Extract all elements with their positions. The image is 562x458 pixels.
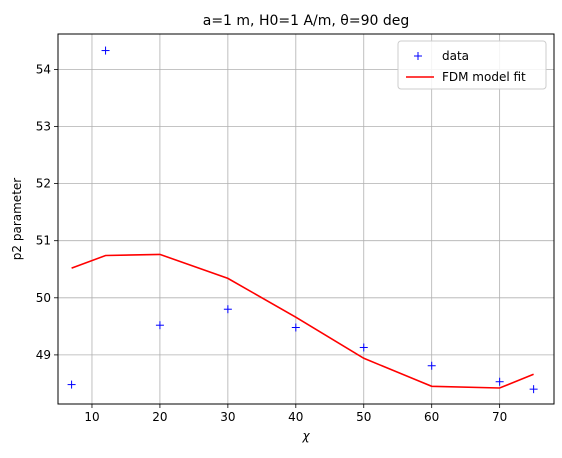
x-axis-label: χ: [301, 429, 310, 443]
x-tick-label: 10: [84, 410, 99, 424]
data-point: [495, 377, 504, 386]
x-tick-label: 60: [424, 410, 439, 424]
legend-item: FDM model fit: [406, 70, 526, 84]
data-point: [101, 46, 110, 55]
x-tick-label: 40: [288, 410, 303, 424]
series-line-fdm-model-fit: [71, 253, 534, 389]
y-tick-label: 54: [36, 62, 51, 76]
x-tick-label: 70: [492, 410, 507, 424]
data-point: [223, 305, 232, 314]
legend-item: data: [414, 49, 469, 63]
chart-title: a=1 m, H0=1 A/m, θ=90 deg: [203, 13, 410, 29]
data-point: [529, 385, 538, 394]
y-tick-label: 49: [36, 348, 51, 362]
plot-series: [67, 46, 538, 394]
y-tick-label: 50: [36, 291, 51, 305]
y-axis-label: p2 parameter: [10, 178, 24, 260]
data-point: [155, 321, 164, 330]
data-point: [427, 361, 436, 370]
x-tick-label: 50: [356, 410, 371, 424]
data-point: [291, 323, 300, 332]
x-tick-label: 20: [152, 410, 167, 424]
legend: data FDM model fit: [397, 40, 547, 90]
data-point: [359, 343, 368, 352]
legend-label: data: [442, 49, 469, 63]
legend-label: FDM model fit: [442, 70, 526, 84]
plot-area-frame: [57, 33, 555, 405]
x-tick-label: 30: [220, 410, 235, 424]
y-tick-label: 51: [36, 234, 51, 248]
legend-box: [397, 40, 547, 90]
axis-ticks: 10 20 30 40 50 60 70 49 50 51 52 53 54: [36, 62, 508, 424]
data-point: [67, 380, 76, 389]
y-tick-label: 52: [36, 177, 51, 191]
y-tick-label: 53: [36, 120, 51, 134]
legend-marker-swatch: [414, 52, 422, 60]
